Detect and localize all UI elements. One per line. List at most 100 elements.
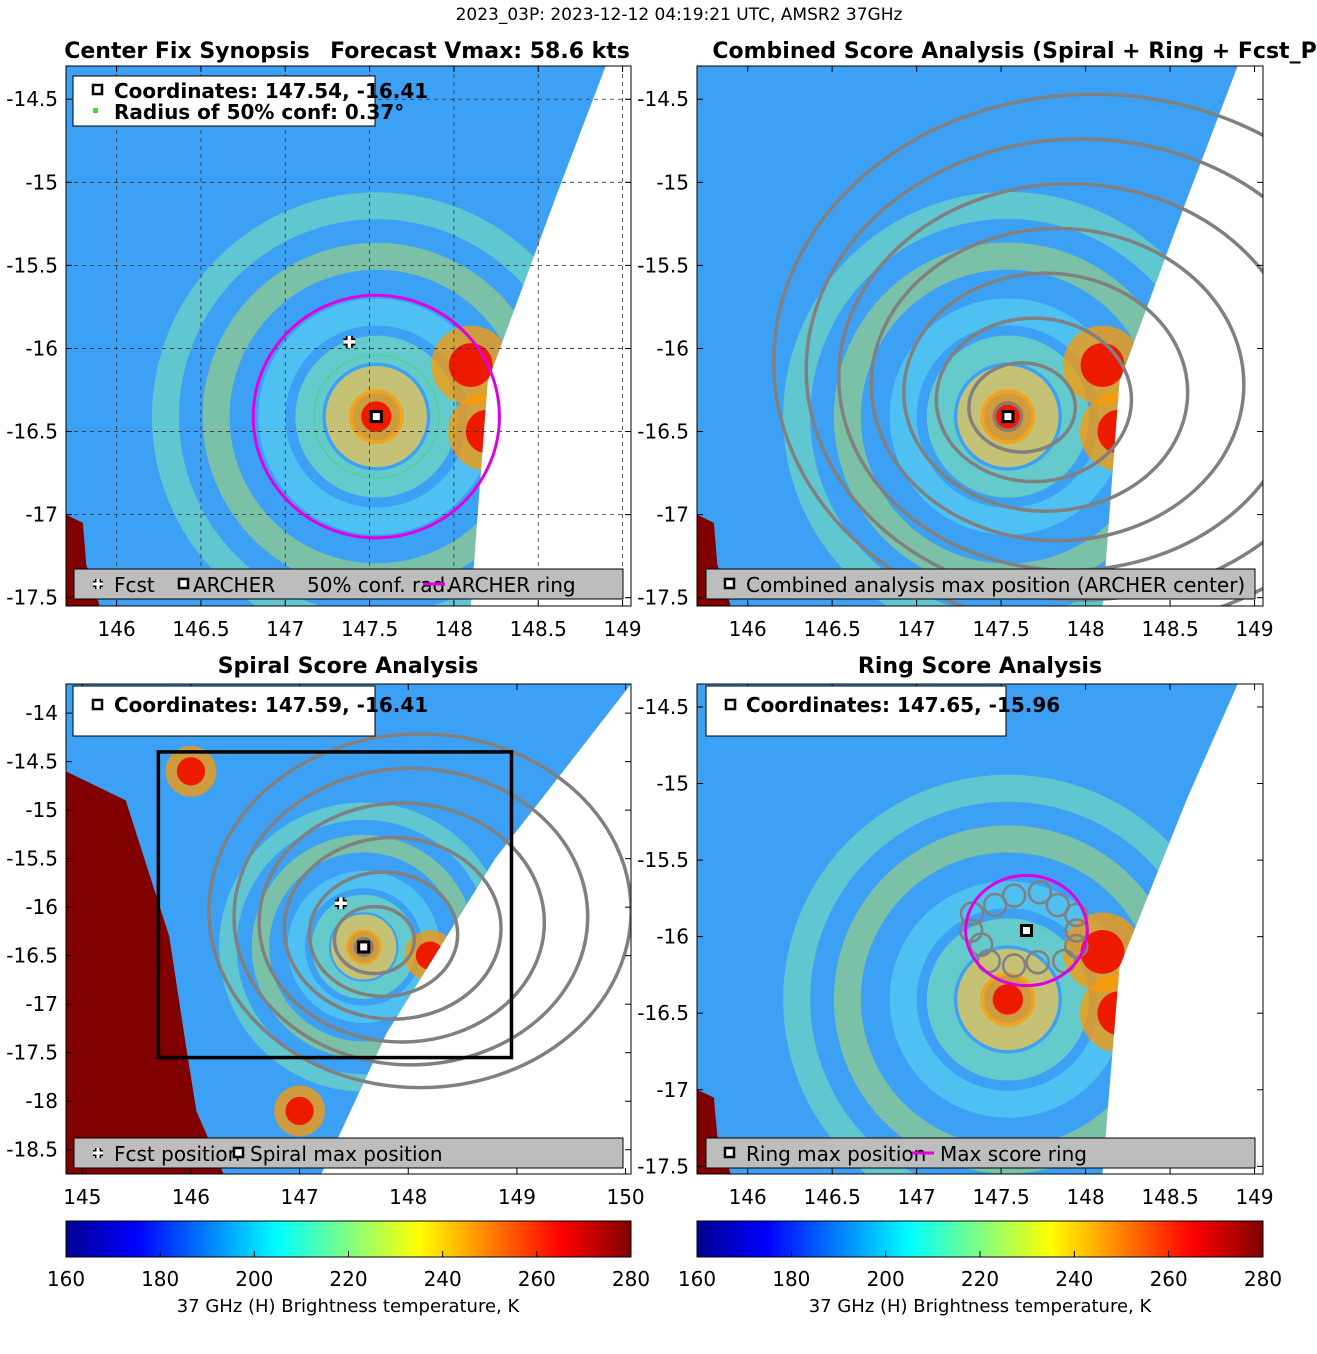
archer-center-marker [369, 410, 383, 424]
x-tick-label: 147 [898, 617, 936, 641]
colorbar-tick-label: 160 [678, 1267, 716, 1291]
y-tick-label: -17 [656, 1078, 689, 1102]
score-contour [282, 835, 503, 1021]
x-tick-label: 146.5 [172, 617, 229, 641]
ring-score-contour [1064, 933, 1089, 959]
score-contour [207, 732, 631, 1090]
legend-fcst-position: Fcst position [114, 1142, 240, 1166]
brightness-band [957, 948, 1059, 1051]
conf-dot-icon [93, 108, 98, 113]
spiral-info-box: Coordinates: 147.59, -16.41 [72, 685, 428, 737]
warm-spot [285, 1096, 314, 1126]
combined-max-marker [1001, 410, 1015, 424]
x-tick-label: 147.5 [972, 617, 1029, 641]
y-tick-label: -15 [25, 798, 58, 822]
x-tick-label: 148.5 [1141, 617, 1198, 641]
warm-spot [1080, 930, 1125, 974]
y-tick-label: -15 [656, 772, 689, 796]
y-tick-label: -17 [25, 503, 58, 527]
x-tick-label: 149 [1235, 617, 1273, 641]
colorbar-label: 37 GHz (H) Brightness temperature, K [809, 1296, 1153, 1317]
y-tick-label: -16.5 [6, 944, 58, 968]
x-tick-label: 146.5 [804, 1185, 861, 1209]
score-contour-inner [992, 401, 1023, 432]
x-tick-label: 148.5 [1141, 1185, 1198, 1209]
y-tick-label: -15 [25, 170, 58, 194]
spiral-max-marker [357, 940, 371, 954]
x-tick-label: 147 [266, 617, 304, 641]
archer-ring [251, 293, 501, 540]
y-tick-label: -15 [656, 170, 689, 194]
x-tick-label: 146 [98, 617, 136, 641]
colorbar-tick-label: 200 [867, 1267, 905, 1291]
spiral-marker-icon [232, 1146, 245, 1159]
axes-frame [696, 65, 1264, 607]
score-contour [307, 870, 460, 999]
panel-combined-score: Combined Score Analysis (Spiral + Ring +… [637, 39, 1317, 641]
warm-spot [176, 757, 206, 786]
x-tick-label: 147 [281, 1185, 319, 1209]
brightness-band [926, 918, 1089, 1081]
ring-info-box: Coordinates: 147.65, -15.96 [705, 685, 1060, 737]
y-tick-label: -16 [656, 336, 689, 360]
panel-spiral-score: Spiral Score Analysis 145 146 147 148 149 150… [6, 654, 644, 1209]
ring-score-contour [1027, 880, 1053, 905]
x-tick-label: 146.5 [804, 617, 861, 641]
x-tick-label: 148 [1067, 1185, 1105, 1209]
combined-marker-icon [723, 577, 736, 590]
ring-max-marker [1019, 924, 1033, 938]
brightness-band [295, 335, 458, 498]
warm-spot [992, 984, 1024, 1015]
y-tick-label: -18.5 [6, 1138, 58, 1162]
panel-title: Ring Score Analysis [858, 654, 1102, 679]
y-tick-label: -16.5 [6, 420, 58, 444]
synopsis-legend: Fcst ARCHER 50% conf. rad. ARCHER ring [73, 568, 624, 600]
info-coordinates: Coordinates: 147.59, -16.41 [114, 693, 428, 717]
colorbar-tick-label: 200 [235, 1267, 273, 1291]
y-tick-label: -17 [25, 992, 58, 1016]
x-tick-label: 149 [1235, 1185, 1273, 1209]
ring-score-contour [1064, 902, 1089, 928]
score-contour [772, 92, 1263, 606]
y-tick-label: -14 [25, 701, 58, 725]
x-tick-label: 147.5 [972, 1185, 1029, 1209]
colorbar-tick-label: 180 [772, 1267, 810, 1291]
search-box [156, 750, 514, 1060]
warm-spot [448, 343, 493, 388]
axes-frame [65, 683, 632, 1175]
y-tick-label: -14.5 [637, 87, 689, 111]
y-tick-label: -15.5 [637, 848, 689, 872]
y-tick-label: -14.5 [6, 87, 58, 111]
colorbar-tick-label: 260 [1150, 1267, 1188, 1291]
info-radius: Radius of 50% conf: 0.37° [114, 100, 404, 124]
ring-score-contour [1045, 892, 1071, 918]
archer-marker-icon [177, 577, 190, 590]
colorbar-tick-label: 260 [518, 1267, 556, 1291]
conf-radius-circle [313, 354, 440, 479]
x-tick-label: 145 [63, 1185, 101, 1209]
score-contour [869, 226, 1246, 543]
legend-combined: Combined analysis max position (ARCHER c… [746, 573, 1245, 597]
colorbar-left: 160 180 200 220 240 260 280 37 GHz (H) Brightn… [47, 1220, 650, 1317]
x-tick-label: 147 [898, 1185, 936, 1209]
y-tick-label: -15.5 [6, 253, 58, 277]
panel-title: Combined Score Analysis (Spiral + Ring +… [712, 39, 1317, 64]
colorbar-tick-label: 240 [1055, 1267, 1093, 1291]
legend-spiral-max: Spiral max position [250, 1142, 443, 1166]
panel-title: Spiral Score Analysis [218, 654, 479, 679]
synopsis-info-box: Coordinates: 147.54, -16.41 Radius of 50… [72, 75, 428, 127]
x-tick-label: 149 [498, 1185, 536, 1209]
y-tick-label: -16.5 [637, 420, 689, 444]
warm-spot [1080, 343, 1125, 388]
score-contour [934, 316, 1134, 484]
y-tick-label: -17 [656, 503, 689, 527]
score-contour [967, 361, 1078, 454]
y-tick-label: -17.5 [6, 1041, 58, 1065]
score-contour [804, 137, 1263, 602]
colorbar-tick-label: 220 [961, 1267, 999, 1291]
colorbar-label: 37 GHz (H) Brightness temperature, K [177, 1296, 521, 1317]
forecast-position-marker [343, 335, 356, 348]
ring-score-contour [958, 918, 984, 943]
panel-title-left: Center Fix Synopsis [64, 39, 310, 64]
